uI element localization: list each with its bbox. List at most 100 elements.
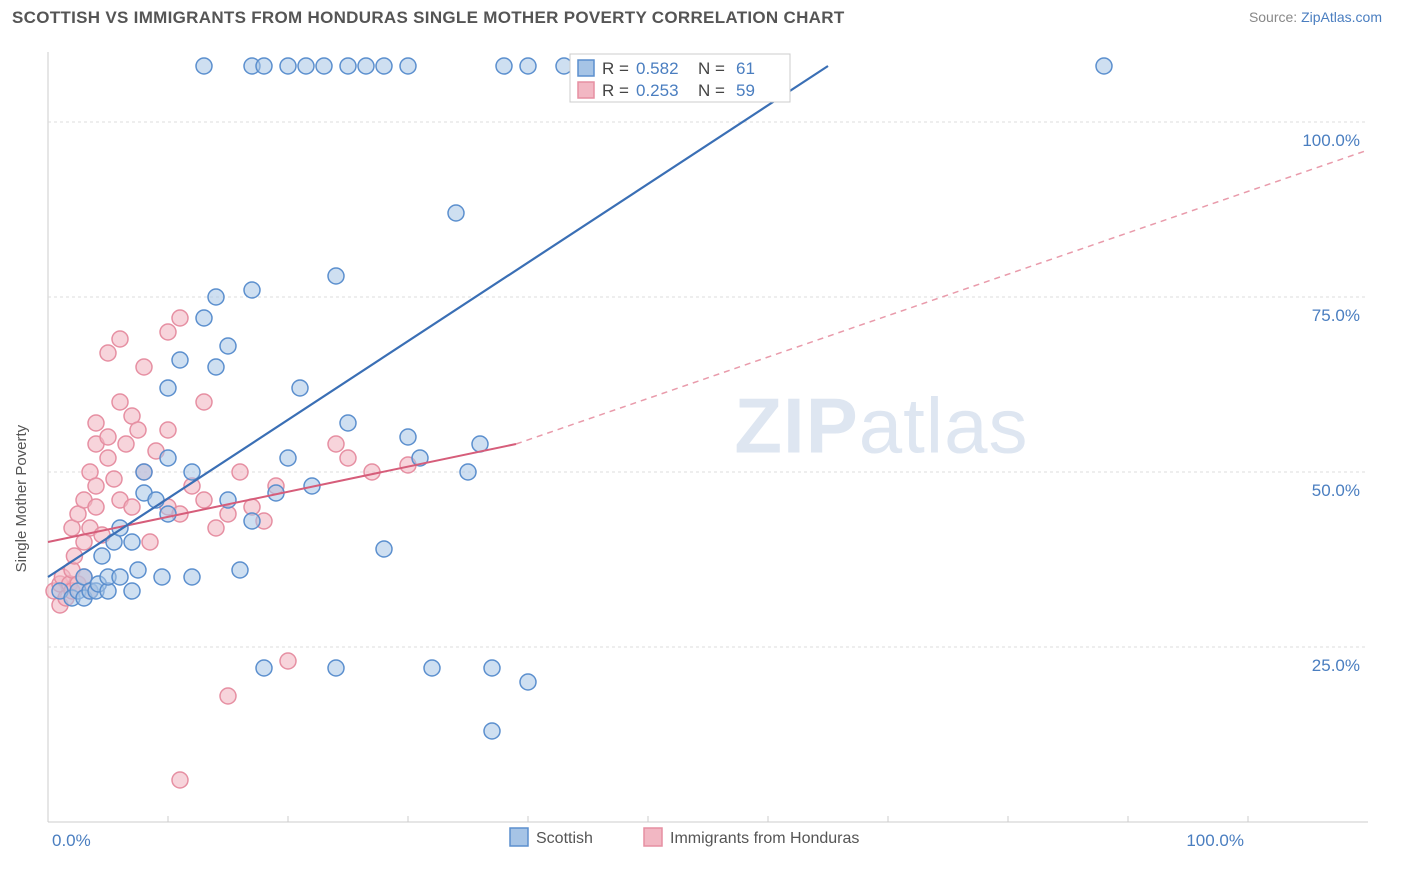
data-point: [142, 534, 158, 550]
data-point: [88, 478, 104, 494]
data-point: [172, 772, 188, 788]
data-point: [280, 58, 296, 74]
data-point: [196, 492, 212, 508]
legend-swatch: [644, 828, 662, 846]
legend-r-label: R =: [602, 59, 629, 78]
data-point: [100, 450, 116, 466]
y-tick-label: 50.0%: [1312, 481, 1360, 500]
data-point: [400, 58, 416, 74]
data-point: [160, 380, 176, 396]
data-point: [1096, 58, 1112, 74]
data-point: [196, 394, 212, 410]
data-point: [280, 450, 296, 466]
chart-title: SCOTTISH VS IMMIGRANTS FROM HONDURAS SIN…: [12, 8, 845, 28]
data-point: [130, 422, 146, 438]
source-link[interactable]: ZipAtlas.com: [1301, 9, 1382, 25]
legend-series-label: Scottish: [536, 830, 593, 847]
data-point: [520, 674, 536, 690]
chart-svg: 25.0% 50.0% 75.0% 100.0% 0.0% 100.0% ZIPatlas S…: [0, 32, 1406, 877]
legend-r-value: 0.582: [636, 59, 679, 78]
data-point: [244, 282, 260, 298]
data-point: [118, 436, 134, 452]
data-point: [496, 58, 512, 74]
data-point: [172, 352, 188, 368]
data-point: [328, 436, 344, 452]
legend-n-value: 59: [736, 81, 755, 100]
data-point: [154, 569, 170, 585]
data-point: [160, 422, 176, 438]
data-point: [376, 541, 392, 557]
data-point: [196, 58, 212, 74]
data-point: [112, 569, 128, 585]
data-point: [232, 562, 248, 578]
data-point: [232, 464, 248, 480]
data-point: [124, 583, 140, 599]
legend-swatch: [578, 82, 594, 98]
data-point: [400, 429, 416, 445]
data-point: [88, 415, 104, 431]
data-point: [208, 289, 224, 305]
data-point: [256, 660, 272, 676]
x-tick-label: 100.0%: [1186, 831, 1244, 850]
data-point: [220, 338, 236, 354]
data-point: [160, 450, 176, 466]
watermark: ZIPatlas: [734, 381, 1028, 469]
data-point: [340, 450, 356, 466]
data-point: [208, 520, 224, 536]
data-point: [484, 723, 500, 739]
data-point: [124, 499, 140, 515]
data-point: [316, 58, 332, 74]
legend-swatch: [578, 60, 594, 76]
data-point: [106, 471, 122, 487]
legend-series-label: Immigrants from Honduras: [670, 830, 859, 847]
legend-n-value: 61: [736, 59, 755, 78]
data-point: [88, 499, 104, 515]
data-point: [424, 660, 440, 676]
data-point: [184, 464, 200, 480]
data-point: [124, 534, 140, 550]
y-tick-label: 25.0%: [1312, 656, 1360, 675]
scatter-chart: 25.0% 50.0% 75.0% 100.0% 0.0% 100.0% ZIPatlas S…: [0, 32, 1406, 877]
data-point: [160, 506, 176, 522]
data-point: [244, 513, 260, 529]
y-axis-label: Single Mother Poverty: [13, 424, 30, 572]
source-attribution: Source: ZipAtlas.com: [1249, 9, 1382, 27]
data-point: [100, 429, 116, 445]
data-point: [328, 660, 344, 676]
data-point: [328, 268, 344, 284]
data-point: [484, 660, 500, 676]
legend-n-label: N =: [698, 81, 725, 100]
data-point: [376, 58, 392, 74]
data-point: [220, 688, 236, 704]
data-point: [130, 562, 146, 578]
data-point: [184, 569, 200, 585]
data-point: [358, 58, 374, 74]
legend-n-label: N =: [698, 59, 725, 78]
data-point: [256, 58, 272, 74]
legend-r-label: R =: [602, 81, 629, 100]
data-point: [160, 324, 176, 340]
chart-header: SCOTTISH VS IMMIGRANTS FROM HONDURAS SIN…: [0, 0, 1406, 32]
data-point: [112, 394, 128, 410]
data-point: [136, 464, 152, 480]
data-point: [100, 345, 116, 361]
data-point: [208, 359, 224, 375]
trendline-scottish: [48, 66, 828, 577]
y-tick-label: 100.0%: [1302, 131, 1360, 150]
legend-r-value: 0.253: [636, 81, 679, 100]
data-point: [292, 380, 308, 396]
y-tick-label: 75.0%: [1312, 306, 1360, 325]
x-tick-label: 0.0%: [52, 831, 91, 850]
data-point: [460, 464, 476, 480]
data-point: [280, 653, 296, 669]
data-point: [520, 58, 536, 74]
data-point: [340, 58, 356, 74]
data-point: [298, 58, 314, 74]
legend-swatch: [510, 828, 528, 846]
data-point: [136, 359, 152, 375]
data-point: [340, 415, 356, 431]
data-point: [172, 310, 188, 326]
data-point: [196, 310, 212, 326]
source-label: Source:: [1249, 9, 1301, 25]
data-point: [94, 548, 110, 564]
